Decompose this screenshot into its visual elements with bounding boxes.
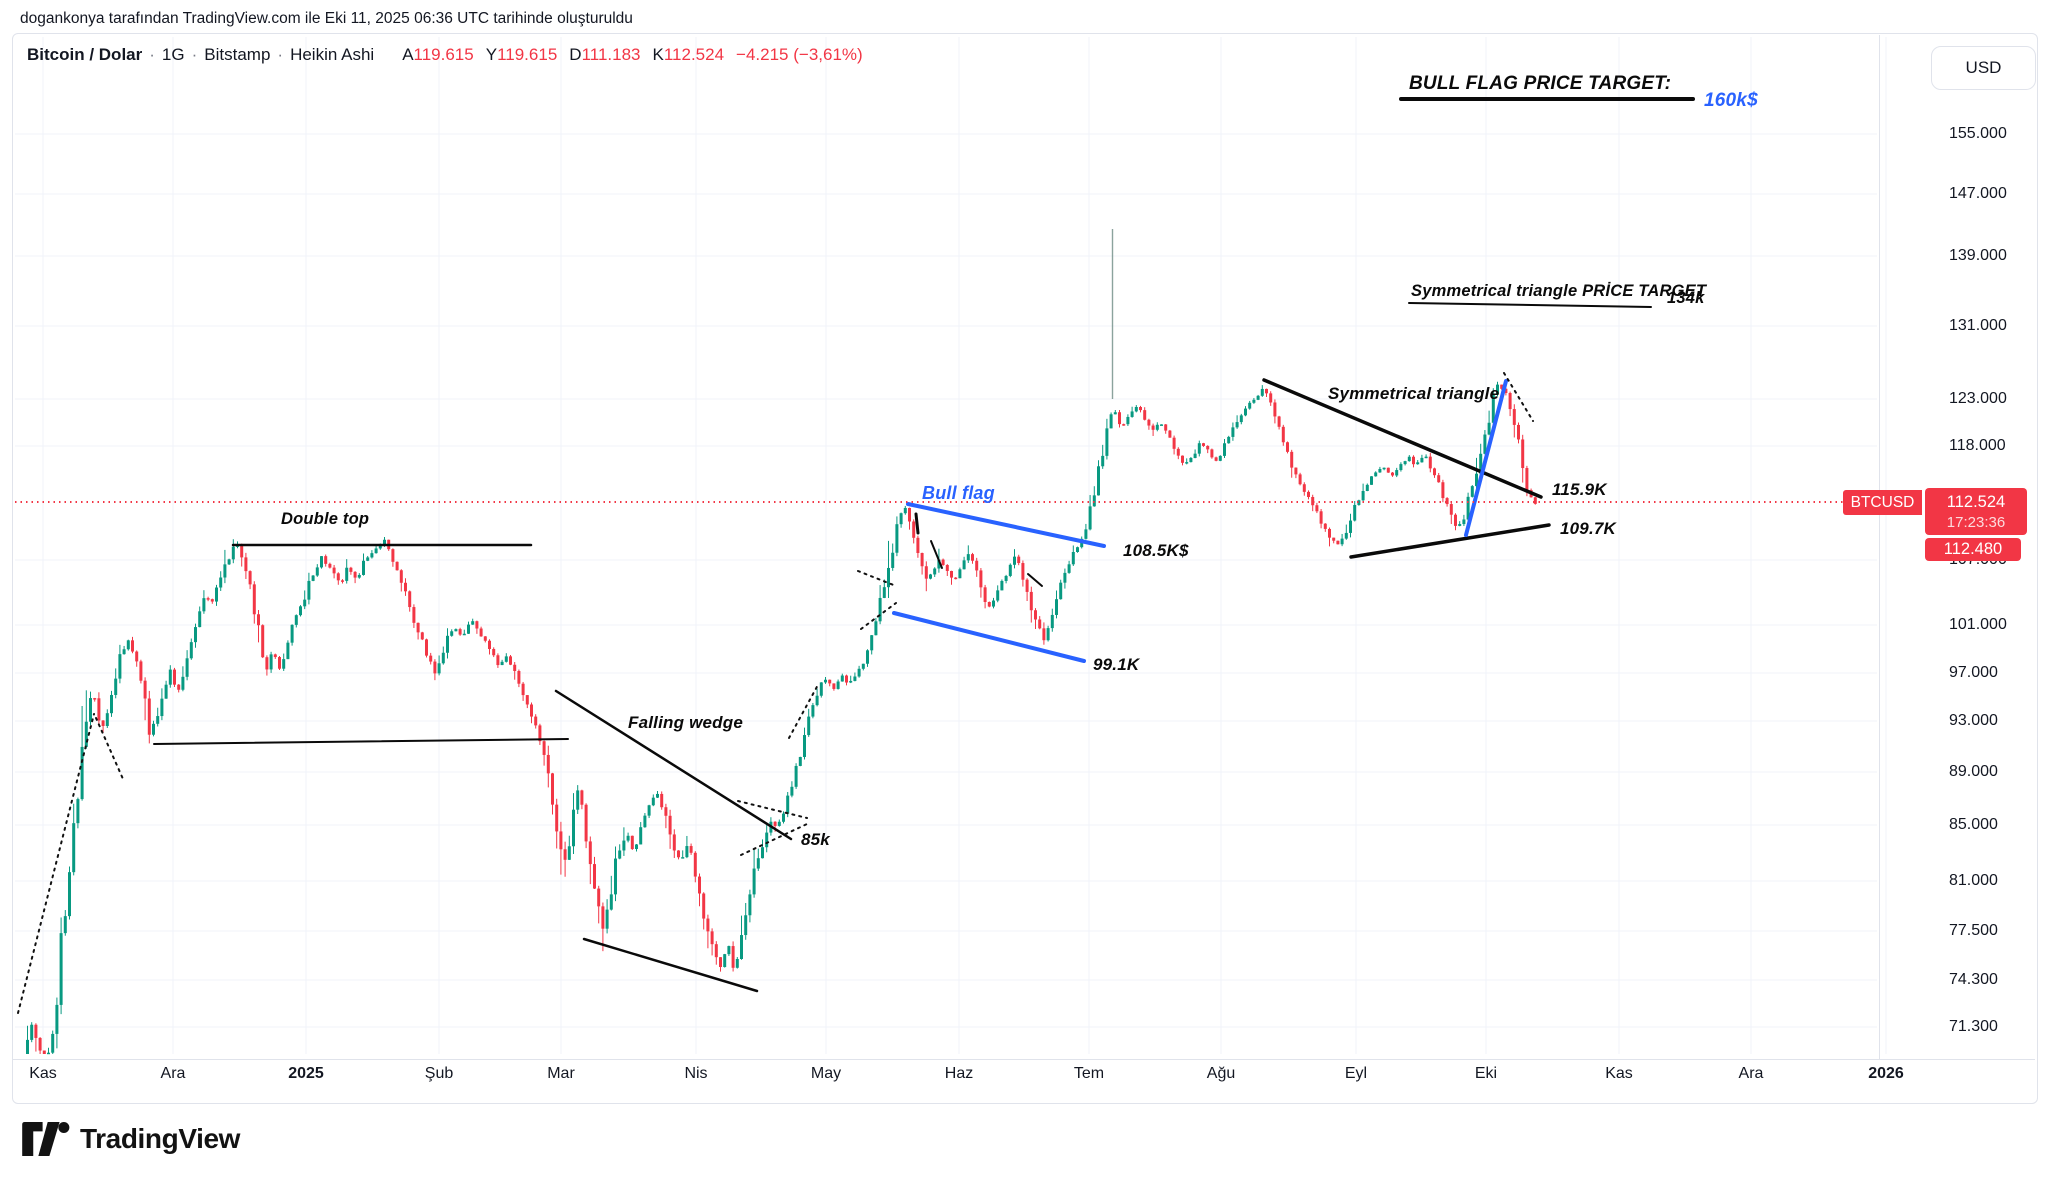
tradingview-wordmark: TradingView	[80, 1123, 241, 1154]
ohlc-letter: Y	[485, 45, 498, 64]
change-value: −4.215 (−3,61%)	[736, 45, 863, 64]
price-axis-tick: 74.300	[1949, 971, 1998, 988]
black-trend-lines[interactable]	[153, 97, 1695, 993]
triangle-target-label[interactable]: Symmetrical triangle PRİCE TARGET	[1411, 282, 1707, 300]
ohlc-value: 111.183	[581, 45, 641, 64]
attribution-text: dogankonya tarafından TradingView.com il…	[20, 10, 633, 27]
tradingview-logo[interactable]: TradingView	[22, 1122, 240, 1156]
price-axis-tick: 147.000	[1949, 185, 2007, 202]
time-axis-tick: Kas	[1605, 1065, 1633, 1082]
time-axis-tick: Haz	[944, 1065, 974, 1082]
price-axis-tick: 93.000	[1949, 712, 1998, 729]
ohlc-values: A119.615 Y119.615 D111.183 K112.524	[390, 45, 724, 64]
time-axis-tick: 2025	[288, 1065, 324, 1082]
double-top-label[interactable]: Double top	[281, 510, 370, 528]
flag-low-level[interactable]: 99.1K	[1093, 655, 1140, 674]
legend-separator: ·	[191, 45, 198, 64]
time-axis-tick: Şub	[424, 1065, 454, 1082]
blue-trend-lines[interactable]	[892, 379, 1508, 663]
time-axis-tick: Ara	[1738, 1065, 1764, 1082]
price-chart-canvas[interactable]	[13, 34, 2037, 1103]
time-axis-tick: Ağu	[1206, 1065, 1236, 1082]
price-axis-tick: 85.000	[1949, 816, 1998, 833]
dotted-guide-lines[interactable]	[17, 372, 1534, 1014]
annotation-layer: BULL FLAG PRICE TARGET: 160k$ Symmetrical …	[13, 34, 2035, 1101]
time-axis-tick: Eyl	[1344, 1065, 1368, 1082]
time-axis-tick: May	[810, 1065, 842, 1082]
price-axis-tick: 81.000	[1949, 872, 1998, 889]
price-axis-tick: 123.000	[1949, 390, 2007, 407]
price-axis-tick: 97.000	[1949, 664, 1998, 681]
time-axis-separator	[13, 1059, 2035, 1060]
price-axis-tick: 139.000	[1949, 247, 2007, 264]
triangle-target-value[interactable]: 134k	[1667, 289, 1705, 307]
price-axis-tick: 118.000	[1949, 437, 2006, 454]
price-axis-tick: 155.000	[1949, 125, 2007, 142]
time-axis-tick: 2026	[1868, 1065, 1904, 1082]
chart-card: Bitcoin / Dolar · 1G · Bitstamp · Heikin Ashi A…	[12, 33, 2038, 1104]
bull-flag-label[interactable]: Bull flag	[922, 483, 995, 503]
time-axis-tick: Tem	[1073, 1065, 1105, 1082]
interval-label[interactable]: 1G	[161, 45, 185, 64]
wedge-level[interactable]: 85k	[801, 830, 830, 849]
time-axis-tick: Eki	[1474, 1065, 1498, 1082]
currency-usd-button[interactable]: USD	[1931, 46, 2036, 90]
ohlc-value: 119.615	[413, 45, 474, 64]
triangle-upper-level[interactable]: 115.9K	[1552, 480, 1607, 499]
legend-separator: ·	[149, 45, 155, 64]
symbol-price-tag: BTCUSD	[1843, 490, 1922, 515]
price-axis-tick: 77.500	[1949, 922, 1998, 939]
current-price-label: 112.524 17:23:36	[1925, 488, 2027, 535]
heikin-ashi-candles	[26, 381, 1537, 1055]
triangle-lower-level[interactable]: 109.7K	[1560, 519, 1617, 538]
price-axis-tick: 89.000	[1949, 763, 1998, 780]
time-axis-tick: Mar	[547, 1065, 575, 1082]
flag-breakout-level[interactable]: 108.5K$	[1123, 541, 1189, 560]
legend-separator: ·	[277, 45, 284, 64]
price-axis-tick: 131.000	[1949, 317, 2007, 334]
ohlc-letter: A	[402, 45, 414, 64]
last-trade-price-label: 112.480	[1925, 538, 2021, 561]
time-axis-tick: Kas	[29, 1065, 57, 1082]
ohlc-value: 119.615	[497, 45, 558, 64]
ohlc-letter: D	[569, 45, 582, 64]
symbol-title[interactable]: Bitcoin / Dolar	[27, 45, 143, 64]
chart-legend: Bitcoin / Dolar · 1G · Bitstamp · Heikin Ashi A…	[27, 45, 863, 65]
tradingview-logo-icon	[22, 1122, 70, 1156]
falling-wedge-label[interactable]: Falling wedge	[628, 713, 744, 732]
symmetrical-triangle-label[interactable]: Symmetrical triangle	[1328, 384, 1500, 403]
bull-flag-target-value[interactable]: 160k$	[1704, 90, 1758, 111]
price-axis-separator	[1879, 35, 1880, 1059]
bar-countdown: 17:23:36	[1946, 513, 2006, 531]
bull-flag-target-label[interactable]: BULL FLAG PRICE TARGET:	[1409, 73, 1672, 94]
time-axis[interactable]: Kas Ara 2025 Şub Mar Nis May Haz Tem Ağu Eyl Eki Kas…	[13, 1060, 2035, 1102]
price-axis-tick: 101.000	[1949, 616, 2007, 633]
current-price-value: 112.524	[1946, 493, 2006, 511]
gridlines	[15, 37, 1887, 1054]
ohlc-value: 112.524	[663, 45, 725, 64]
price-axis[interactable]: 155.000 147.000 139.000 131.000 123.000 118.0…	[1880, 34, 2036, 1059]
time-axis-tick: Nis	[684, 1065, 708, 1082]
ohlc-letter: K	[652, 45, 664, 64]
time-axis-tick: Ara	[160, 1065, 186, 1082]
chart-style-label: Heikin Ashi	[290, 45, 375, 64]
exchange-label: Bitstamp	[204, 45, 271, 64]
price-axis-tick: 71.300	[1949, 1018, 1998, 1035]
